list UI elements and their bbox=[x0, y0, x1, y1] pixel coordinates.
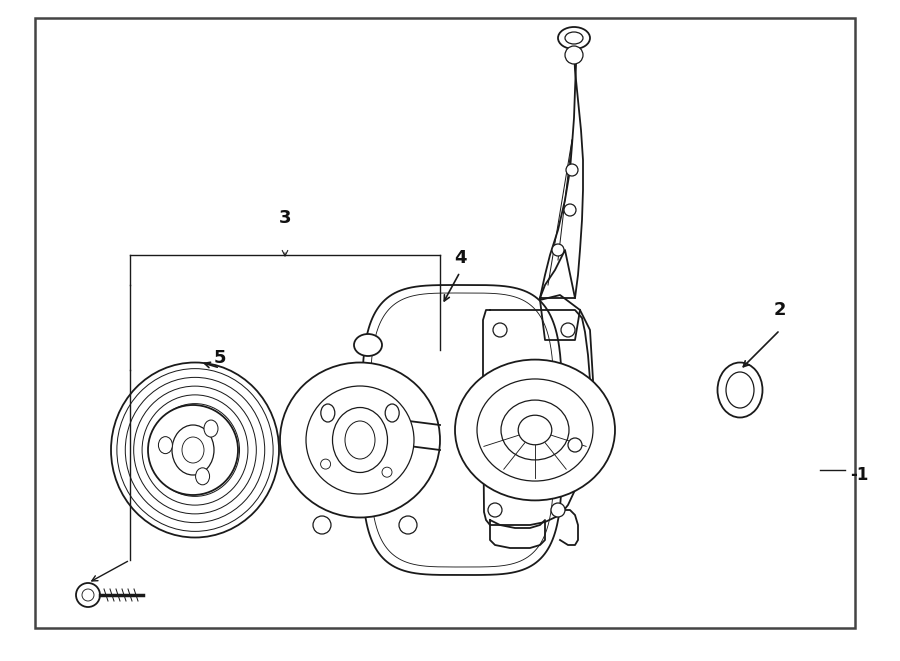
Ellipse shape bbox=[385, 404, 400, 422]
Circle shape bbox=[382, 467, 392, 477]
Circle shape bbox=[82, 589, 94, 601]
Circle shape bbox=[320, 459, 330, 469]
Ellipse shape bbox=[195, 468, 210, 485]
Ellipse shape bbox=[280, 362, 440, 518]
Circle shape bbox=[564, 204, 576, 216]
Circle shape bbox=[565, 46, 583, 64]
Circle shape bbox=[488, 503, 502, 517]
Ellipse shape bbox=[182, 437, 204, 463]
Text: -1: -1 bbox=[850, 466, 868, 484]
Ellipse shape bbox=[148, 405, 238, 495]
Ellipse shape bbox=[501, 400, 569, 460]
Text: 4: 4 bbox=[454, 249, 466, 267]
Ellipse shape bbox=[558, 27, 590, 49]
Ellipse shape bbox=[306, 386, 414, 494]
Polygon shape bbox=[540, 250, 575, 298]
Ellipse shape bbox=[204, 420, 218, 437]
Ellipse shape bbox=[158, 437, 173, 453]
Ellipse shape bbox=[455, 360, 615, 500]
Ellipse shape bbox=[477, 379, 593, 481]
Ellipse shape bbox=[320, 404, 335, 422]
Circle shape bbox=[551, 503, 565, 517]
Ellipse shape bbox=[717, 362, 762, 418]
Ellipse shape bbox=[172, 425, 214, 475]
Circle shape bbox=[76, 583, 100, 607]
Ellipse shape bbox=[142, 395, 248, 505]
Circle shape bbox=[561, 323, 575, 337]
Ellipse shape bbox=[332, 407, 388, 473]
Ellipse shape bbox=[518, 415, 552, 445]
Text: 2: 2 bbox=[774, 301, 787, 319]
Ellipse shape bbox=[150, 404, 239, 496]
Ellipse shape bbox=[345, 421, 375, 459]
Ellipse shape bbox=[565, 32, 583, 44]
Ellipse shape bbox=[726, 372, 754, 408]
Circle shape bbox=[566, 164, 578, 176]
Ellipse shape bbox=[125, 377, 265, 523]
Circle shape bbox=[568, 438, 582, 452]
Text: 5: 5 bbox=[214, 349, 226, 367]
Circle shape bbox=[493, 323, 507, 337]
Circle shape bbox=[313, 516, 331, 534]
Circle shape bbox=[399, 516, 417, 534]
Circle shape bbox=[552, 244, 564, 256]
Ellipse shape bbox=[134, 386, 256, 514]
Text: 3: 3 bbox=[279, 209, 292, 227]
Ellipse shape bbox=[111, 362, 279, 537]
Ellipse shape bbox=[117, 369, 273, 531]
Ellipse shape bbox=[354, 334, 382, 356]
